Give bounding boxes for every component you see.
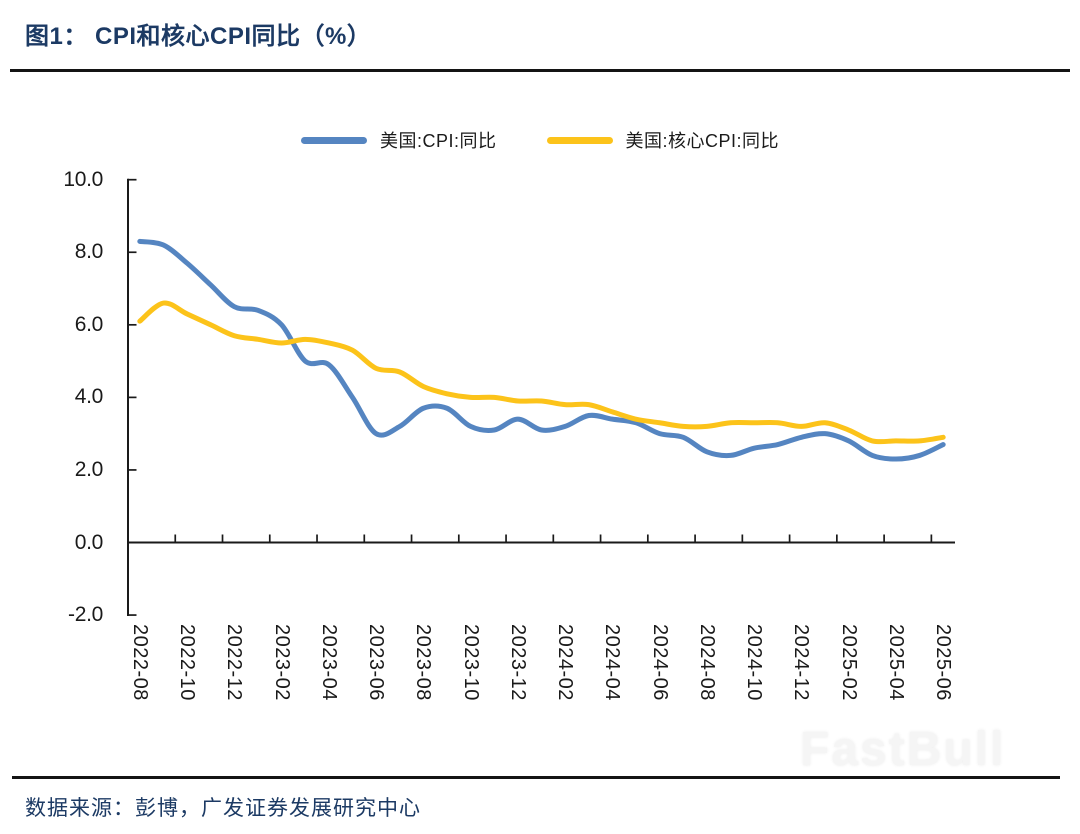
x-axis-label: 2024-08 [695,624,718,701]
figure-title: 图1： CPI和核心CPI同比（%） [25,23,372,50]
y-axis-label: 6.0 [74,312,104,336]
x-axis-label: 2024-02 [554,624,577,701]
core-cpi-line-swatch [546,136,613,144]
legend-item-cpi: 美国:CPI:同比 [300,127,497,153]
y-axis-label: 2.0 [74,457,104,481]
x-axis-label: 2023-08 [412,624,435,701]
y-axis-label: 4.0 [74,385,104,409]
x-axis-label: 2025-06 [932,624,955,701]
x-axis-label: 2023-10 [459,624,482,701]
y-axis-label: -2.0 [68,603,103,627]
x-axis-label: 2024-10 [743,624,766,701]
x-axis-label: 2025-04 [884,624,907,701]
data-source-note: 数据来源：彭博，广发证券发展研究中心 [25,797,421,820]
footer-divider-line [12,776,1060,779]
y-axis-label: 8.0 [74,240,104,264]
x-axis-label: 2024-04 [601,624,624,701]
x-axis-label: 2022-08 [128,624,151,701]
legend-item-core-cpi: 美国:核心CPI:同比 [546,127,780,153]
core-cpi-line [137,300,946,445]
x-axis-label: 2023-04 [317,624,340,701]
legend-label-cpi: 美国:CPI:同比 [379,131,497,151]
x-axis-label: 2024-06 [648,624,671,701]
y-axis-label: 10.0 [63,167,103,191]
x-axis-label: 2023-06 [365,624,388,701]
cpi-line-swatch [300,136,367,144]
fastbull-watermark: FastBull [800,723,1006,776]
x-axis-label: 2022-12 [223,624,246,701]
title-divider-line [10,69,1070,72]
legend-label-core-cpi: 美国:核心CPI:同比 [625,131,780,151]
x-axis-label: 2022-10 [176,624,199,701]
cpi-line [137,238,946,462]
chart-legend: 美国:CPI:同比 美国:核心CPI:同比 [0,127,1080,153]
x-axis-label: 2023-12 [506,624,529,701]
x-axis-label: 2025-02 [837,624,860,701]
x-axis-label: 2023-02 [270,624,293,701]
x-axis-label: 2024-12 [790,624,813,701]
y-axis-label: 0.0 [74,530,104,554]
